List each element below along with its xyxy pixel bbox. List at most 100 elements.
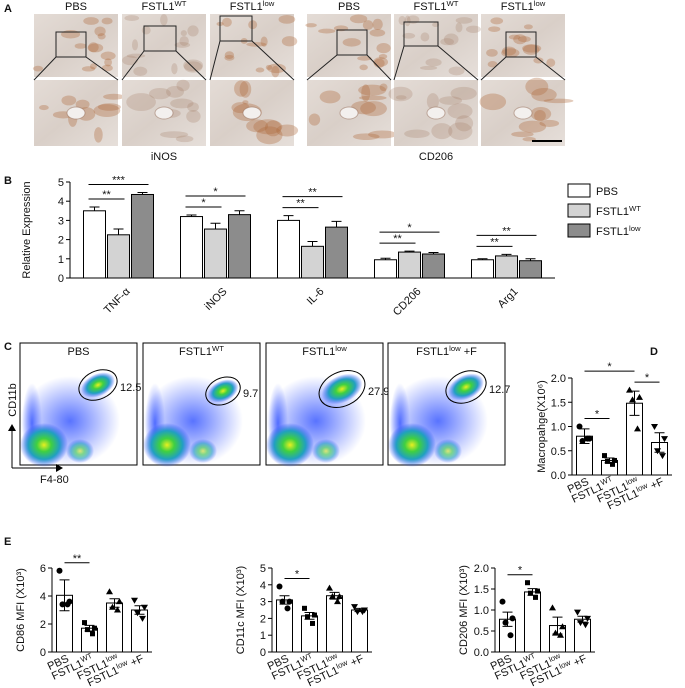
stain (372, 18, 383, 31)
error-bar (501, 253, 512, 256)
error-bar (283, 215, 294, 221)
stain (404, 15, 411, 27)
y-tick-label: 2 (58, 235, 64, 247)
stain (75, 99, 90, 110)
legend-swatch (567, 183, 591, 198)
zoom-line (393, 45, 405, 81)
stain (361, 84, 371, 102)
zoom-box (403, 21, 439, 47)
panel-letter: A (4, 3, 12, 15)
y-axis-label: CD206 MFI (X10³) (458, 565, 470, 655)
data-point (612, 457, 617, 463)
stain (224, 51, 235, 59)
y-tick-label: 1.5 (551, 397, 566, 409)
bar (83, 210, 106, 279)
data-point (336, 593, 343, 600)
stain (124, 15, 140, 22)
significance-label: ** (393, 233, 402, 245)
label-part: WT (212, 344, 224, 353)
stain (402, 32, 416, 39)
significance-label: *** (112, 175, 126, 187)
label-part: +F (569, 653, 589, 671)
bar (495, 255, 518, 279)
data-point (329, 593, 336, 600)
legend-label: FSTL1WT (596, 204, 641, 219)
data-point (116, 598, 123, 605)
panel-letter: E (4, 536, 11, 548)
data-point (533, 594, 538, 600)
stain (141, 25, 151, 35)
label-part: low (629, 224, 641, 233)
data-point (579, 438, 586, 445)
bar (325, 226, 348, 279)
data-point (326, 584, 333, 591)
x-tick-label: Arg1 (496, 286, 521, 311)
stain (455, 22, 463, 33)
data-point (557, 631, 564, 638)
significance-label: * (607, 361, 612, 373)
significance-label: * (295, 568, 300, 580)
stain (97, 33, 106, 40)
bar (519, 260, 542, 279)
stain (88, 42, 99, 53)
stain (148, 87, 171, 100)
label-part: FSTL1 (302, 346, 335, 358)
y-axis-label: Macropahge(X10⁶) (536, 380, 548, 473)
data-point (661, 436, 668, 443)
stain (239, 80, 252, 98)
stain (523, 24, 533, 30)
stain (260, 36, 268, 47)
stain (179, 36, 189, 46)
zoom-line (366, 54, 392, 81)
bar (374, 259, 397, 279)
label-part: low (449, 344, 461, 353)
stain (276, 124, 299, 137)
stain (104, 58, 112, 67)
stain (352, 133, 380, 140)
stain (175, 135, 194, 143)
stain (379, 83, 388, 92)
plot-title: FSTL1low +F (416, 344, 477, 359)
significance-label: ** (490, 236, 499, 248)
data-point (90, 631, 95, 637)
stain (395, 95, 407, 100)
stain (32, 65, 44, 72)
stain (518, 120, 547, 133)
data-point (507, 632, 514, 639)
stain (531, 87, 557, 102)
zoom-line (437, 45, 479, 81)
data-point (509, 615, 516, 622)
stain (122, 55, 138, 66)
data-point (334, 598, 341, 605)
significance-label: * (595, 409, 600, 421)
legend-label: FSTL1low (596, 224, 641, 239)
y-tick-label: 1.5 (474, 584, 489, 596)
data-point (276, 583, 283, 590)
stain (420, 32, 430, 42)
stain (308, 113, 321, 126)
data-point (525, 580, 530, 586)
stain (101, 17, 113, 25)
bar (228, 214, 251, 279)
y-tick-label: 0 (40, 647, 46, 659)
y-tick-label: 0.0 (551, 470, 566, 482)
y-tick-label: 1.0 (474, 605, 489, 617)
y-tick-label: 1 (58, 254, 64, 266)
data-point (139, 615, 146, 622)
stain (305, 23, 317, 28)
stain (166, 85, 185, 98)
stain (133, 66, 148, 76)
data-point (284, 605, 291, 612)
data-point (552, 629, 559, 636)
stain (490, 17, 504, 25)
stain (448, 122, 473, 140)
label-part: FSTL1 (596, 226, 629, 238)
error-bar (307, 241, 318, 247)
stain (517, 36, 531, 43)
data-point (302, 605, 307, 611)
bar (204, 228, 227, 279)
axis-label: F4-80 (40, 474, 69, 486)
data-point (114, 606, 121, 613)
density (66, 439, 94, 463)
data-point (82, 620, 87, 626)
